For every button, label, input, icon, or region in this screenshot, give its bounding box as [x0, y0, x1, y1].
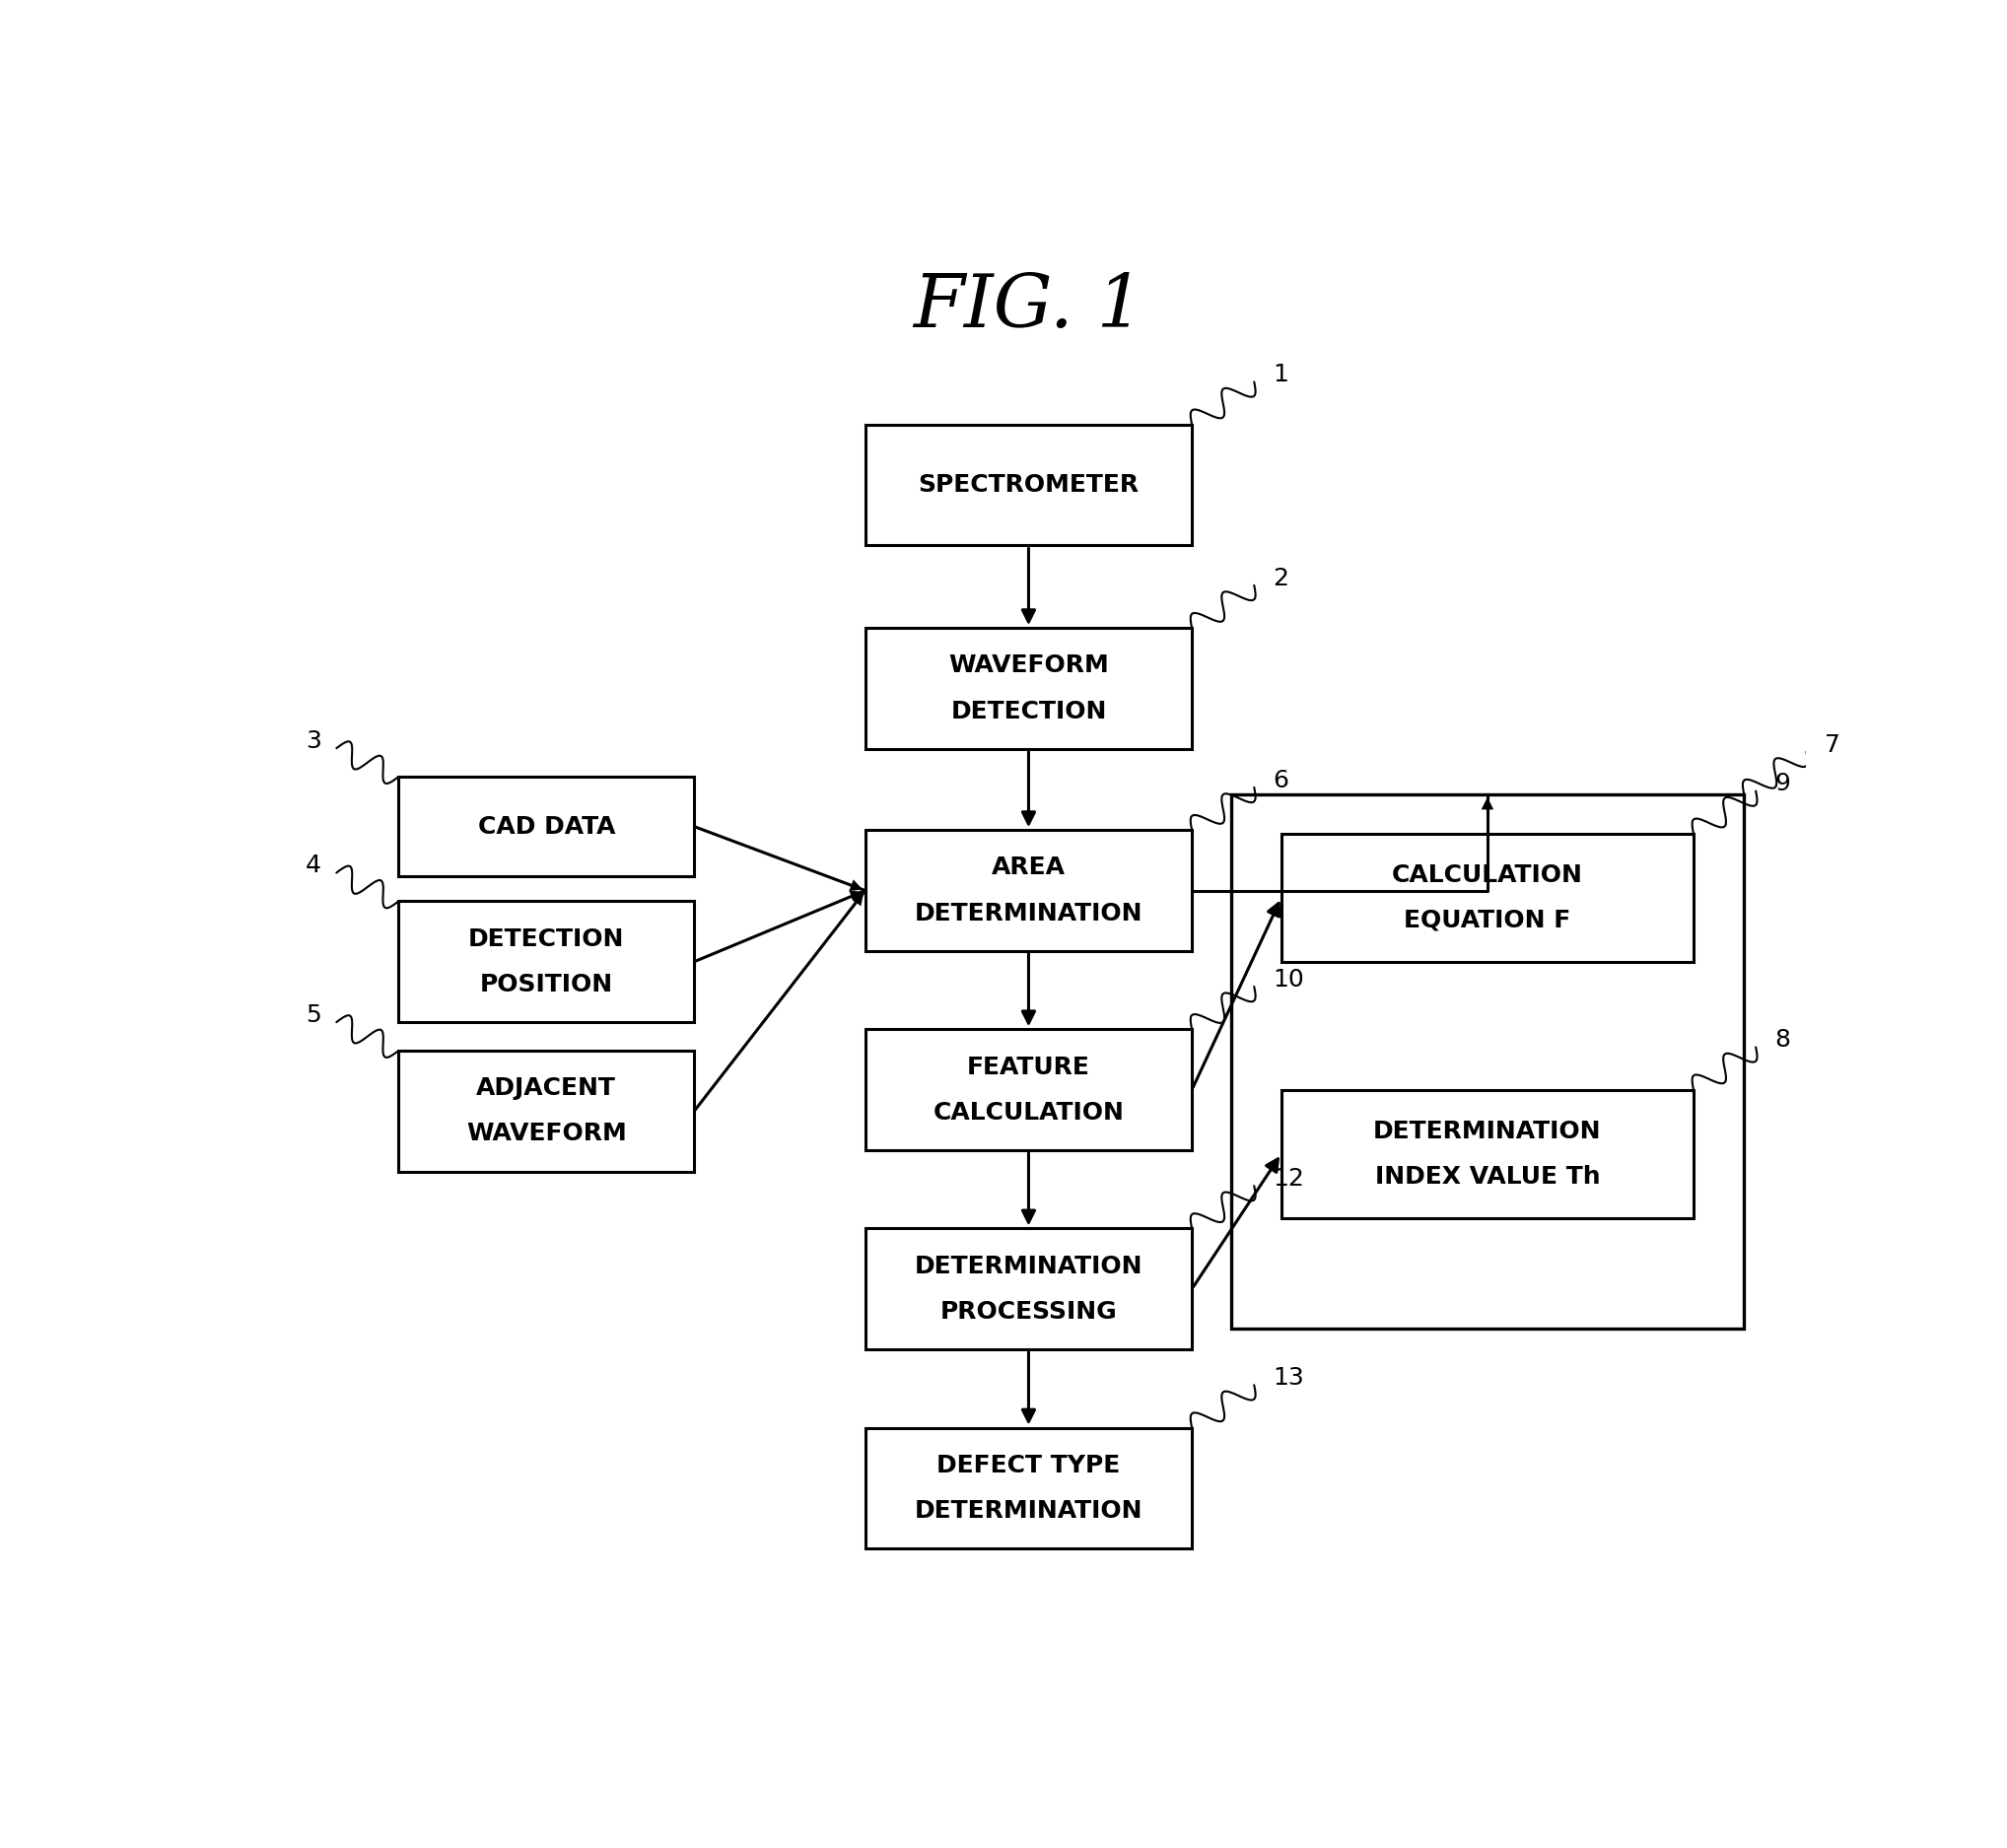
Text: CALCULATION: CALCULATION — [1393, 863, 1584, 887]
Text: 9: 9 — [1774, 772, 1790, 796]
Bar — [865, 1029, 1192, 1149]
Bar — [865, 830, 1192, 952]
Bar — [865, 1429, 1192, 1549]
Text: 12: 12 — [1272, 1166, 1305, 1190]
Text: 1: 1 — [1272, 362, 1288, 386]
Bar — [865, 1229, 1192, 1349]
Bar — [865, 628, 1192, 748]
Bar — [1280, 833, 1694, 961]
Text: DETERMINATION: DETERMINATION — [915, 902, 1142, 926]
Text: INDEX VALUE Th: INDEX VALUE Th — [1375, 1164, 1600, 1188]
Bar — [399, 776, 694, 876]
Text: DETERMINATION: DETERMINATION — [1373, 1120, 1602, 1142]
Text: 2: 2 — [1272, 565, 1288, 590]
Text: 6: 6 — [1272, 769, 1288, 793]
Text: PROCESSING: PROCESSING — [939, 1299, 1118, 1323]
Text: 4: 4 — [305, 854, 321, 878]
Text: EQUATION F: EQUATION F — [1405, 909, 1571, 931]
Text: SPECTROMETER: SPECTROMETER — [917, 473, 1140, 497]
Text: 13: 13 — [1272, 1366, 1305, 1390]
Text: DETECTION: DETECTION — [951, 699, 1106, 723]
Text: CAD DATA: CAD DATA — [478, 815, 616, 839]
Text: DEFECT TYPE: DEFECT TYPE — [937, 1454, 1120, 1477]
Text: 7: 7 — [1824, 734, 1840, 756]
Text: DETECTION: DETECTION — [468, 928, 624, 950]
Bar — [1280, 1090, 1694, 1218]
Text: DETERMINATION: DETERMINATION — [915, 1499, 1142, 1523]
Bar — [865, 425, 1192, 545]
Text: 3: 3 — [305, 730, 321, 752]
Text: DETERMINATION: DETERMINATION — [915, 1255, 1142, 1279]
Text: WAVEFORM: WAVEFORM — [466, 1122, 626, 1146]
Text: 8: 8 — [1774, 1027, 1790, 1052]
Text: AREA: AREA — [991, 856, 1066, 880]
Text: FIG. 1: FIG. 1 — [913, 272, 1144, 344]
Bar — [399, 902, 694, 1022]
Text: 5: 5 — [305, 1003, 321, 1027]
Text: CALCULATION: CALCULATION — [933, 1101, 1124, 1124]
Text: POSITION: POSITION — [480, 972, 612, 996]
Text: 10: 10 — [1272, 968, 1305, 991]
Bar — [399, 1052, 694, 1172]
Text: ADJACENT: ADJACENT — [476, 1077, 616, 1100]
Bar — [1230, 795, 1744, 1329]
Text: FEATURE: FEATURE — [967, 1055, 1090, 1079]
Text: WAVEFORM: WAVEFORM — [949, 654, 1108, 678]
